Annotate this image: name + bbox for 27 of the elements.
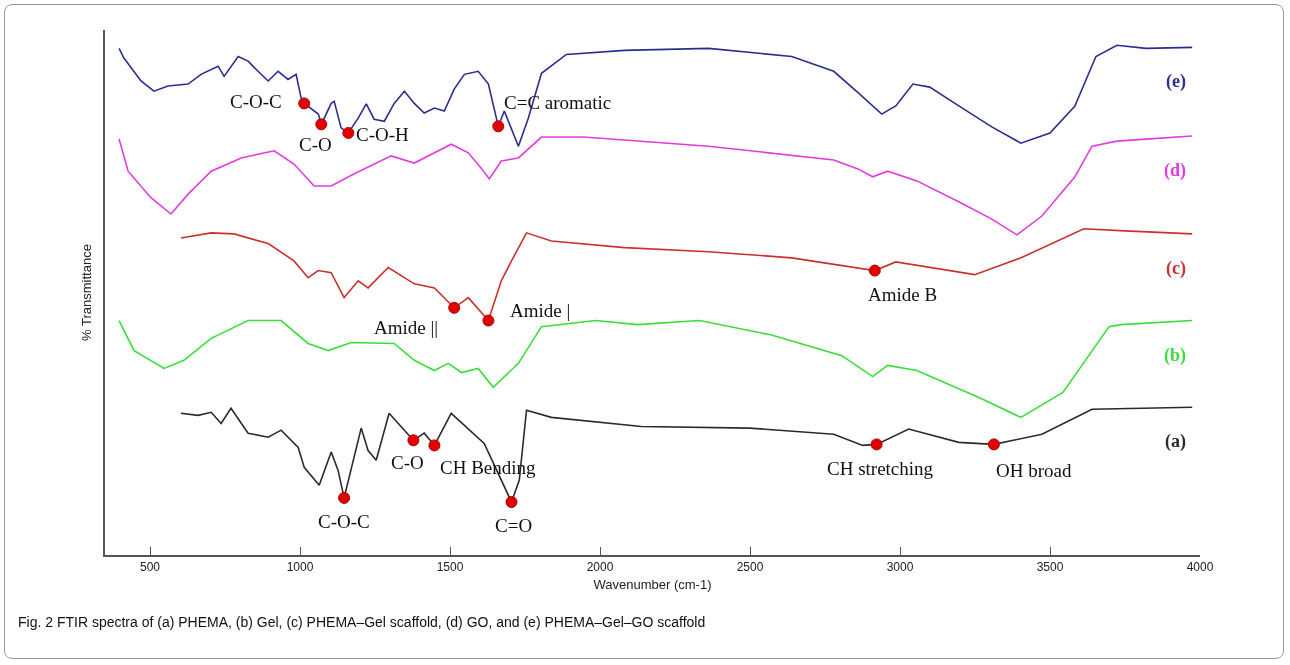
- annotation: OH broad: [996, 460, 1072, 481]
- series-label: (d): [1164, 160, 1186, 181]
- annotation: C-O: [299, 134, 332, 155]
- annotation: Amide |: [510, 300, 571, 321]
- x-tick-label: 1500: [436, 560, 464, 575]
- annotation: C-O: [391, 452, 424, 473]
- series-label: (b): [1164, 345, 1186, 366]
- annotation: Amide B: [868, 284, 938, 305]
- x-tick-label: 500: [139, 560, 161, 575]
- annotation: C-O-C: [230, 91, 282, 112]
- series-label: (a): [1165, 431, 1186, 452]
- x-tick-label: 2000: [586, 560, 614, 575]
- x-tick-label: 3500: [1036, 560, 1064, 575]
- y-axis-title: % Transmittance: [79, 244, 95, 341]
- x-tick-label: 1000: [286, 560, 314, 575]
- caption: Fig. 2 FTIR spectra of (a) PHEMA, (b) Gel, (c) PHEMA–Gel scaffold, (d) GO, and (e) PHEMA–Gel–GO scaffold: [18, 614, 706, 630]
- annotation: C=O: [495, 515, 533, 536]
- series-label: (c): [1166, 258, 1186, 279]
- annotation: CH stretching: [827, 458, 934, 479]
- x-tick-label: 2500: [736, 560, 764, 575]
- annotation: Amide ||: [374, 317, 439, 338]
- annotation: C-O-C: [318, 511, 370, 532]
- annotation: C-O-H: [356, 124, 410, 145]
- x-tick-label: 4000: [1186, 560, 1214, 575]
- x-tick-label: 3000: [886, 560, 914, 575]
- series-label: (e): [1166, 71, 1186, 92]
- x-axis-title: Wavenumber (cm-1): [593, 576, 712, 592]
